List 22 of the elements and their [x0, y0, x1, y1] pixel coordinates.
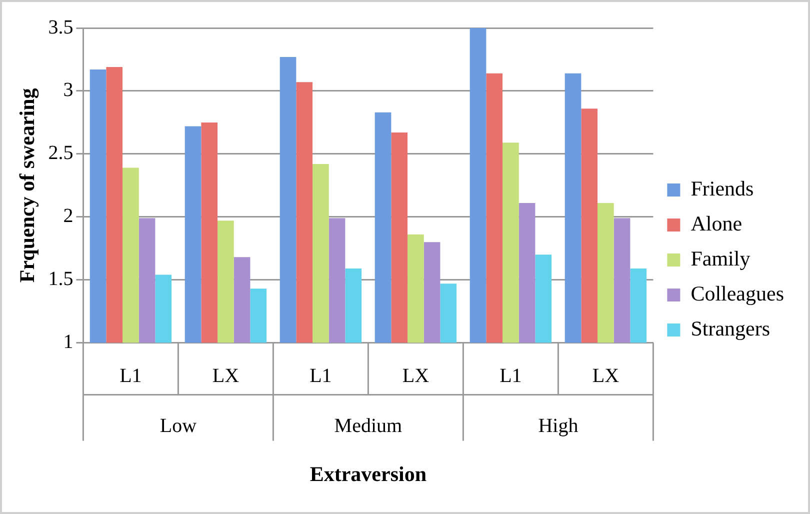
legend-label: Strangers [690, 316, 770, 341]
x-axis-title: Extraversion [310, 462, 427, 486]
text: Medium [334, 415, 403, 438]
x-tick-label: LX [212, 365, 240, 388]
text: High [538, 415, 578, 438]
x-tick-label: L1 [120, 365, 142, 388]
legend-label: Friends [690, 176, 754, 201]
x-tick-label: LX [592, 365, 620, 388]
y-tick-label: 2 [63, 205, 74, 228]
legend-label: Alone [690, 212, 742, 236]
y-tick-label: 1.5 [48, 268, 74, 290]
y-axis-title: Frquency of swearing [15, 88, 40, 283]
legend-label: Family [690, 246, 751, 271]
legend-label: Colleagues [690, 282, 784, 306]
x-tick-label: L1 [500, 365, 522, 388]
y-tick-label: 1 [63, 331, 74, 354]
text: Low [160, 415, 198, 438]
y-tick-label: 3 [63, 79, 74, 102]
y-tick-label: 2.5 [48, 142, 74, 164]
x-tick-label: LX [402, 365, 430, 388]
x-tick-label: L1 [310, 365, 332, 388]
y-tick-label: 3.5 [48, 16, 74, 38]
